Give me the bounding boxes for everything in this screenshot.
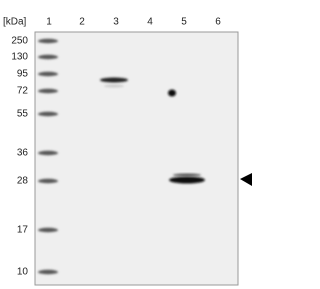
ladder-band xyxy=(38,150,58,156)
arrow xyxy=(240,173,252,186)
marker-label: 36 xyxy=(17,148,29,159)
lane-label: 1 xyxy=(46,17,52,28)
unit-label: [kDa] xyxy=(3,17,27,28)
lane-label: 2 xyxy=(79,17,85,28)
western-blot: [kDa] 1 2 3 4 5 6 250 130 95 72 55 36 28 17 10 xyxy=(3,17,252,286)
ladder-band xyxy=(38,111,58,117)
marker-label: 28 xyxy=(17,176,29,187)
page: {"header": {"unit": "[kDa]", "lanes": ["… xyxy=(3,16,252,286)
ladder-band xyxy=(38,227,58,233)
lane-label: 5 xyxy=(181,17,187,28)
ladder-band xyxy=(38,54,58,60)
ladder-band xyxy=(38,269,58,275)
band xyxy=(169,176,205,184)
marker-label: 10 xyxy=(17,267,29,278)
band xyxy=(100,77,128,83)
ladder-band xyxy=(38,88,58,94)
marker-label: 250 xyxy=(11,36,28,47)
marker-label: 130 xyxy=(11,52,28,63)
marker-label: 55 xyxy=(17,109,29,120)
band-faint xyxy=(104,84,124,88)
lane-label: 4 xyxy=(147,17,153,28)
membrane xyxy=(34,31,239,286)
spot xyxy=(168,89,176,97)
ladder-band xyxy=(38,71,58,77)
marker-label: 72 xyxy=(17,86,29,97)
band-faint xyxy=(173,173,201,177)
marker-label: 17 xyxy=(17,225,29,236)
lane-label: 6 xyxy=(215,17,221,28)
lane-label: 3 xyxy=(113,17,119,28)
marker-label: 95 xyxy=(17,69,29,80)
ladder-band xyxy=(38,178,58,184)
ladder-band xyxy=(38,38,58,44)
